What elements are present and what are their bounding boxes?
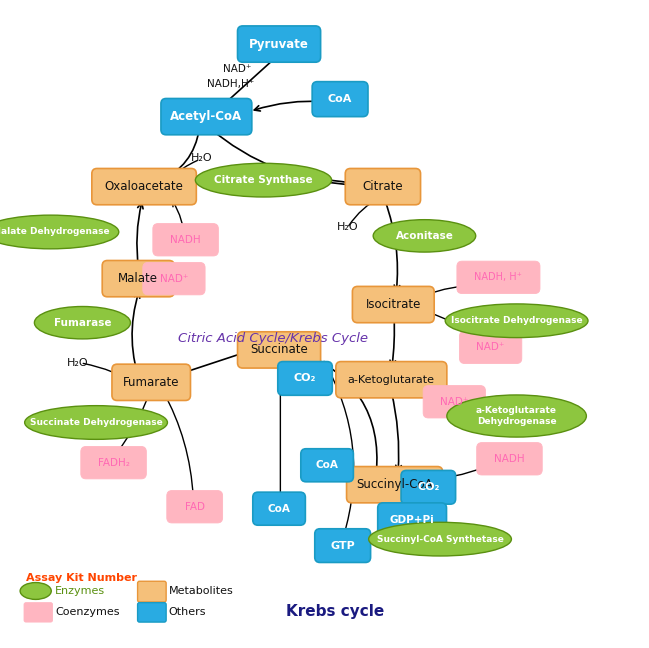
FancyBboxPatch shape — [336, 362, 447, 398]
Text: Others: Others — [169, 607, 206, 617]
Text: FAD: FAD — [185, 502, 204, 512]
FancyBboxPatch shape — [378, 503, 447, 537]
Text: Oxaloacetate: Oxaloacetate — [104, 180, 184, 193]
FancyBboxPatch shape — [301, 449, 353, 482]
FancyBboxPatch shape — [161, 98, 252, 135]
Text: Coenzymes: Coenzymes — [55, 607, 119, 617]
Text: NADH, H⁺: NADH, H⁺ — [474, 272, 522, 283]
Text: GTP: GTP — [330, 540, 355, 551]
Text: CoA: CoA — [328, 94, 352, 104]
Text: Isocitrate Dehydrogenase: Isocitrate Dehydrogenase — [451, 316, 582, 325]
FancyBboxPatch shape — [459, 331, 522, 364]
FancyBboxPatch shape — [138, 603, 166, 622]
FancyBboxPatch shape — [352, 286, 434, 323]
FancyBboxPatch shape — [312, 82, 368, 117]
Text: FADH₂: FADH₂ — [97, 457, 130, 468]
Text: NADH,H⁺: NADH,H⁺ — [207, 79, 254, 89]
Ellipse shape — [25, 406, 167, 439]
Text: Citrate Synthase: Citrate Synthase — [214, 175, 313, 185]
Text: Krebs cycle: Krebs cycle — [286, 604, 384, 619]
Text: CO₂: CO₂ — [294, 373, 316, 384]
Ellipse shape — [0, 215, 119, 249]
FancyBboxPatch shape — [423, 386, 485, 418]
Text: a-Ketoglutarate
Dehydrogenase: a-Ketoglutarate Dehydrogenase — [476, 406, 557, 426]
FancyBboxPatch shape — [24, 603, 53, 622]
Text: Succinyl-CoA Synthetase: Succinyl-CoA Synthetase — [376, 535, 504, 544]
FancyBboxPatch shape — [80, 446, 146, 479]
FancyBboxPatch shape — [92, 168, 196, 205]
Text: Pyruvate: Pyruvate — [249, 38, 309, 51]
Text: Succinyl-CoA: Succinyl-CoA — [356, 478, 433, 491]
Text: a-Ketoglutarate: a-Ketoglutarate — [348, 375, 435, 385]
Ellipse shape — [195, 163, 332, 197]
FancyBboxPatch shape — [112, 364, 191, 400]
Ellipse shape — [447, 395, 587, 437]
Text: NAD⁺: NAD⁺ — [476, 342, 505, 353]
Text: NADH: NADH — [494, 454, 525, 464]
Text: Isocitrate: Isocitrate — [365, 298, 421, 311]
Text: Malate: Malate — [118, 272, 158, 285]
FancyBboxPatch shape — [476, 443, 543, 475]
FancyBboxPatch shape — [238, 332, 321, 368]
Ellipse shape — [34, 307, 130, 339]
Text: Assay Kit Number: Assay Kit Number — [26, 573, 137, 583]
Text: CO₂: CO₂ — [417, 482, 439, 492]
FancyBboxPatch shape — [315, 529, 371, 562]
Text: Citric Acid Cycle/Krebs Cycle: Citric Acid Cycle/Krebs Cycle — [178, 332, 367, 345]
Text: Succinate Dehydrogenase: Succinate Dehydrogenase — [30, 418, 162, 427]
Text: Succinate: Succinate — [251, 343, 308, 356]
FancyBboxPatch shape — [102, 260, 174, 297]
Text: H₂O: H₂O — [66, 358, 88, 368]
FancyBboxPatch shape — [278, 362, 332, 395]
Text: Metabolites: Metabolites — [169, 586, 234, 596]
Ellipse shape — [445, 304, 588, 338]
FancyBboxPatch shape — [167, 491, 223, 523]
Text: CoA: CoA — [267, 503, 291, 514]
FancyBboxPatch shape — [457, 261, 540, 294]
Ellipse shape — [373, 220, 476, 252]
Text: NADH: NADH — [170, 235, 201, 245]
FancyBboxPatch shape — [401, 470, 456, 504]
Text: Acetyl-CoA: Acetyl-CoA — [170, 110, 243, 123]
Text: NAD⁺: NAD⁺ — [223, 64, 252, 74]
Ellipse shape — [20, 583, 51, 599]
FancyBboxPatch shape — [138, 581, 166, 602]
FancyBboxPatch shape — [347, 467, 443, 503]
Text: CoA: CoA — [315, 460, 339, 470]
Text: Enzymes: Enzymes — [55, 586, 105, 596]
FancyBboxPatch shape — [153, 224, 218, 256]
Text: Fumarate: Fumarate — [123, 376, 180, 389]
FancyBboxPatch shape — [253, 492, 305, 525]
Text: Fumarase: Fumarase — [54, 318, 111, 328]
FancyBboxPatch shape — [238, 26, 321, 62]
FancyBboxPatch shape — [345, 168, 421, 205]
Text: Malate Dehydrogenase: Malate Dehydrogenase — [0, 227, 110, 237]
Text: H₂O: H₂O — [190, 153, 212, 163]
Text: Citrate: Citrate — [363, 180, 403, 193]
Text: H₂O: H₂O — [336, 222, 358, 233]
Text: NAD⁺: NAD⁺ — [160, 273, 188, 284]
FancyBboxPatch shape — [143, 262, 205, 295]
Text: Aconitase: Aconitase — [395, 231, 454, 241]
Ellipse shape — [369, 522, 511, 556]
Text: GDP+Pi: GDP+Pi — [390, 515, 434, 525]
Text: NAD⁺: NAD⁺ — [440, 397, 469, 407]
